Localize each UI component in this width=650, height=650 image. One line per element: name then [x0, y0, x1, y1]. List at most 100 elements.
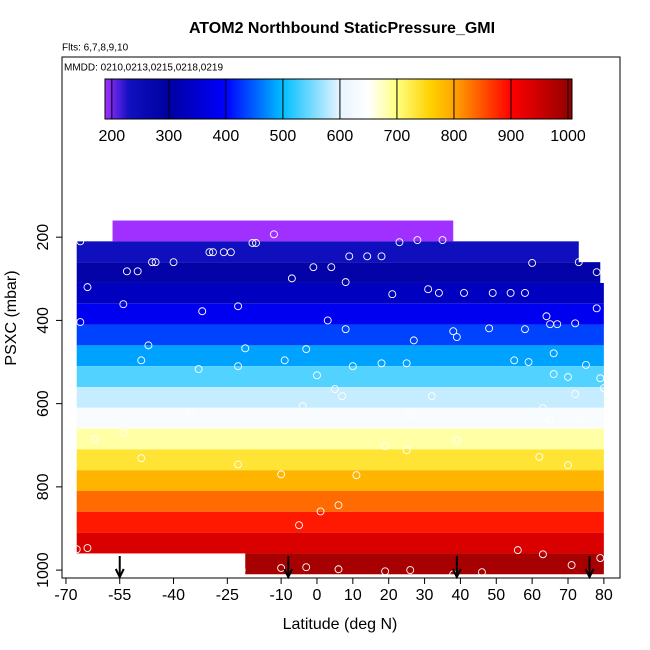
sample-point	[521, 325, 529, 334]
sample-point	[546, 416, 555, 425]
sample-point	[592, 304, 601, 313]
colorbar-tick-label: 300	[156, 128, 183, 145]
sample-point	[234, 460, 243, 469]
annotation: MMDD: 0210,0213,0215,0218,0219	[64, 63, 223, 74]
arrow-head	[584, 568, 595, 580]
sample-point	[413, 236, 422, 245]
heat-cell	[76, 324, 604, 346]
x-tick-label: 80	[595, 587, 613, 604]
x-tick-label: -10	[270, 587, 293, 604]
heat-cell	[245, 553, 604, 575]
sample-point	[549, 349, 558, 358]
sample-point	[309, 263, 318, 272]
sample-point	[277, 564, 286, 572]
arrow-head	[283, 568, 294, 580]
sample-point	[449, 327, 458, 336]
sample-point	[72, 545, 81, 554]
colorbar	[104, 78, 573, 120]
x-tick-label: -40	[162, 587, 185, 604]
sample-point	[241, 344, 250, 353]
heat-cell	[76, 470, 604, 492]
colorbar-tick-label: 400	[213, 128, 240, 145]
arrow-head	[114, 568, 125, 580]
sample-point	[452, 436, 461, 445]
sample-point	[122, 267, 131, 276]
sample-point	[341, 278, 350, 287]
sample-point	[148, 258, 156, 267]
plot-frame	[61, 56, 621, 579]
flight-arrow	[584, 556, 595, 580]
sample-point	[574, 415, 583, 423]
sample-point	[363, 252, 372, 261]
sample-point	[510, 356, 519, 365]
flight-arrow	[451, 556, 462, 580]
sample-point	[571, 319, 580, 328]
heat-cell	[112, 220, 454, 242]
sample-point	[90, 435, 99, 443]
sample-point	[133, 267, 142, 276]
x-tick-label: 30	[416, 587, 434, 604]
heat-cell	[76, 428, 604, 450]
sample-point	[280, 356, 289, 365]
x-tick-label: 10	[344, 587, 362, 604]
colorbar-tick-label: 900	[498, 128, 525, 145]
sample-point	[137, 454, 146, 463]
sample-point	[87, 228, 95, 237]
sample-point	[571, 390, 580, 399]
sample-point	[313, 371, 321, 380]
x-axis-label: Latitude (deg N)	[283, 616, 398, 633]
sample-point	[488, 288, 497, 297]
sample-point	[76, 237, 85, 246]
heat-cell	[76, 407, 604, 429]
sample-point	[381, 567, 390, 576]
sample-point	[438, 236, 447, 245]
x-tick-label: -70	[54, 587, 77, 604]
x-tick-label: 40	[452, 587, 470, 604]
sample-point	[334, 565, 343, 574]
sample-point	[144, 341, 153, 350]
sample-point	[567, 561, 576, 570]
sample-point	[528, 259, 537, 267]
sample-point	[538, 550, 547, 559]
heat-cell	[76, 532, 604, 554]
sample-point	[330, 385, 339, 394]
y-tick-label: 800	[35, 473, 52, 500]
sample-point	[209, 248, 217, 257]
heat-cell	[76, 386, 604, 408]
sample-point	[549, 370, 558, 379]
arrow-head	[451, 568, 462, 580]
sample-point	[338, 392, 347, 401]
sample-point	[427, 392, 436, 401]
colorbar-tick-label: 800	[441, 128, 468, 145]
y-tick-label: 200	[35, 224, 52, 251]
colorbar-tick-label: 500	[270, 128, 297, 145]
y-tick-label: 1000	[35, 552, 52, 588]
sample-point	[477, 568, 486, 577]
sample-point	[564, 373, 572, 381]
sample-point	[226, 248, 235, 257]
sample-point	[402, 359, 411, 368]
flight-arrow	[114, 556, 125, 580]
sample-point	[574, 258, 583, 267]
sample-point	[323, 316, 332, 325]
x-tick-label: -55	[108, 587, 131, 604]
sample-point	[76, 318, 85, 327]
sample-point	[564, 461, 572, 470]
sample-point	[119, 300, 128, 309]
sample-point	[406, 410, 415, 419]
sample-point	[506, 288, 515, 297]
sample-point	[553, 320, 562, 329]
sample-point	[424, 285, 433, 294]
sample-point	[83, 283, 92, 292]
sample-point	[83, 544, 92, 552]
sample-point	[234, 362, 243, 371]
sample-point	[194, 365, 203, 374]
sample-point	[395, 238, 404, 247]
sample-point	[596, 554, 605, 562]
sample-point	[237, 566, 246, 575]
sample-point	[348, 362, 357, 371]
sample-point	[524, 358, 533, 366]
colorbar-tick-label: 1000	[550, 128, 586, 145]
sample-point	[596, 374, 605, 383]
